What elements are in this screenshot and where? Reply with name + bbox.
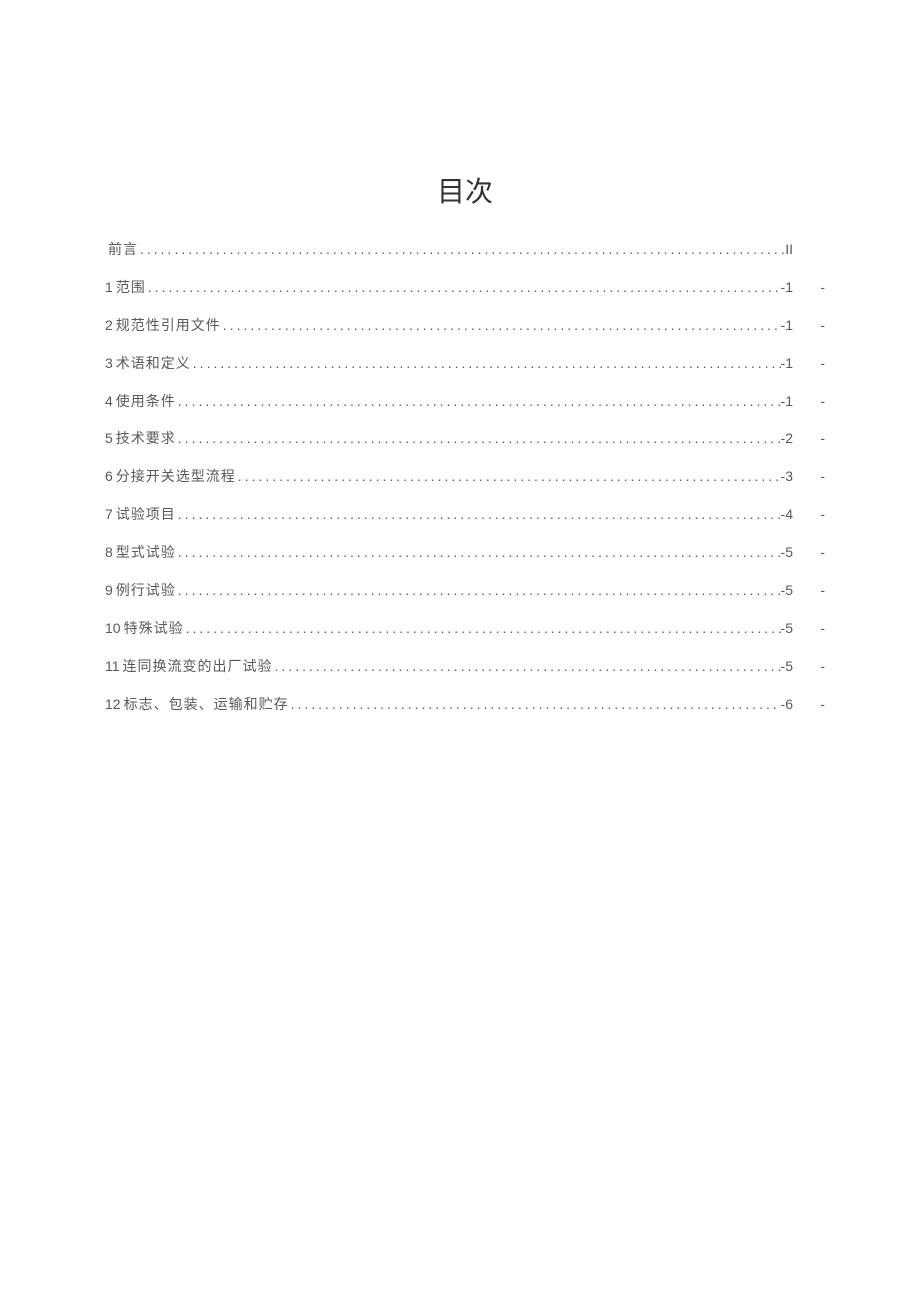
toc-entry: 6 分接开关选型流程 -3 - (105, 465, 825, 489)
toc-dash: - (793, 352, 825, 374)
toc-label: 标志、包装、运输和贮存 (124, 695, 289, 717)
toc-entry: 10 特殊试验 -5 - (105, 617, 825, 641)
toc-page: -5 (781, 655, 793, 677)
toc-dots (236, 465, 781, 487)
toc-label: 型式试验 (116, 543, 176, 565)
toc-number: 10 (105, 617, 121, 639)
toc-number: 9 (105, 579, 113, 601)
toc-dots (176, 503, 781, 525)
toc-title: 目次 (105, 170, 825, 210)
toc-entry: 2 规范性引用文件 -1 - (105, 314, 825, 338)
toc-dash: - (793, 579, 825, 601)
toc-entry: 7 试验项目 -4 - (105, 503, 825, 527)
toc-page: -1 (781, 314, 793, 336)
toc-dash: - (793, 541, 825, 563)
toc-page: -6 (781, 693, 793, 715)
toc-dots (146, 276, 781, 298)
toc-label: 例行试验 (116, 581, 176, 603)
toc-dash: - (793, 314, 825, 336)
toc-dash: - (793, 465, 825, 487)
toc-dash: - (793, 617, 825, 639)
toc-dash: - (793, 503, 825, 525)
toc-dash: - (793, 655, 825, 677)
toc-dash: - (793, 390, 825, 412)
toc-entry: 3 术语和定义 -1 - (105, 352, 825, 376)
toc-dots (184, 617, 781, 639)
toc-label: 使用条件 (116, 392, 176, 414)
toc-dots (176, 427, 781, 449)
toc-entry: 11 连同换流变的出厂试验 -5 - (105, 655, 825, 679)
toc-label: 连同换流变的出厂试验 (123, 657, 273, 679)
toc-entry: 前言 II (105, 238, 825, 262)
toc-number: 12 (105, 693, 121, 715)
toc-dots (221, 314, 781, 336)
toc-page: -1 (781, 352, 793, 374)
toc-label: 分接开关选型流程 (116, 467, 236, 489)
toc-number: 4 (105, 390, 113, 412)
toc-page: -5 (781, 579, 793, 601)
toc-entry: 5 技术要求 -2 - (105, 427, 825, 451)
toc-entry: 8 型式试验 -5 - (105, 541, 825, 565)
toc-number: 6 (105, 465, 113, 487)
toc-dots (176, 579, 781, 601)
toc-label: 规范性引用文件 (116, 316, 221, 338)
toc-number: 2 (105, 314, 113, 336)
toc-number: 3 (105, 352, 113, 374)
toc-list: 前言 II 1 范围 -1 - 2 规范性引用文件 -1 - 3 术语和定义 -… (105, 238, 825, 717)
toc-number: 5 (105, 427, 113, 449)
toc-page: -1 (781, 390, 793, 412)
toc-entry: 4 使用条件 -1 - (105, 390, 825, 414)
toc-entry: 12 标志、包装、运输和贮存 -6 - (105, 693, 825, 717)
toc-dash: - (793, 427, 825, 449)
toc-page: -3 (781, 465, 793, 487)
toc-label: 技术要求 (116, 429, 176, 451)
toc-dots (191, 352, 781, 374)
toc-page: -2 (781, 427, 793, 449)
toc-dots (138, 238, 785, 260)
toc-label: 试验项目 (116, 505, 176, 527)
toc-dash: - (793, 276, 825, 298)
toc-label: 范围 (116, 278, 146, 300)
toc-entry: 9 例行试验 -5 - (105, 579, 825, 603)
toc-dots (176, 390, 781, 412)
toc-dots (289, 693, 781, 715)
toc-number: 7 (105, 503, 113, 525)
toc-page: -4 (781, 503, 793, 525)
toc-page: -5 (781, 541, 793, 563)
toc-label: 特殊试验 (124, 619, 184, 641)
toc-page: II (785, 238, 793, 260)
toc-dots (273, 655, 781, 677)
toc-page: -5 (781, 617, 793, 639)
toc-number: 8 (105, 541, 113, 563)
toc-dots (176, 541, 781, 563)
toc-dash: - (793, 693, 825, 715)
toc-label: 术语和定义 (116, 354, 191, 376)
toc-entry: 1 范围 -1 - (105, 276, 825, 300)
toc-page: -1 (781, 276, 793, 298)
toc-number: 11 (105, 655, 120, 677)
toc-number: 1 (105, 276, 113, 298)
toc-label: 前言 (108, 240, 138, 262)
